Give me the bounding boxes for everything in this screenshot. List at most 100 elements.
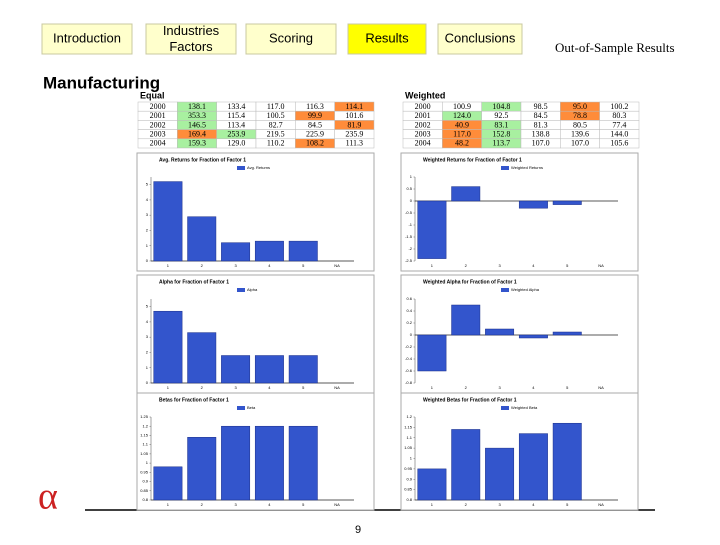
- chart-title: Betas for Fraction of Factor 1: [159, 397, 229, 403]
- table-value: 144.0: [610, 130, 628, 139]
- legend-swatch: [501, 288, 509, 292]
- table-value: 2001: [415, 111, 431, 120]
- bar: [518, 433, 548, 501]
- table-title: Equal: [140, 90, 165, 100]
- y-tick-label: 0: [146, 258, 149, 263]
- bar: [552, 200, 582, 205]
- nav-button[interactable]: Scoring: [245, 23, 337, 55]
- y-tick-label: 2: [146, 228, 149, 233]
- x-tick-label: NA: [334, 502, 340, 507]
- x-tick-label: 2: [201, 263, 204, 268]
- section-title: Out-of-Sample Results: [555, 40, 675, 55]
- y-tick-label: -2: [408, 246, 412, 251]
- y-tick-label: 0.8: [142, 497, 148, 502]
- table-value: 99.9: [308, 111, 322, 120]
- nav-label: Industries Factors: [163, 23, 220, 54]
- nav-button[interactable]: Results: [347, 23, 427, 55]
- bar: [485, 447, 515, 501]
- bar: [153, 466, 183, 501]
- bar: [221, 242, 251, 262]
- nav-button-bg: [145, 23, 237, 55]
- table-value: 2000: [150, 102, 166, 111]
- bar: [254, 425, 284, 501]
- table-value: 2000: [415, 102, 431, 111]
- y-tick-label: -0.6: [405, 368, 413, 373]
- table-value: 353.3: [188, 111, 206, 120]
- x-tick-label: 4: [532, 263, 535, 268]
- table-value: 81.3: [534, 120, 548, 129]
- bar: [187, 216, 217, 262]
- x-tick-label: 3: [234, 385, 237, 390]
- table-value: 92.5: [494, 111, 508, 120]
- bar: [254, 240, 284, 262]
- nav-button[interactable]: Conclusions: [437, 23, 523, 55]
- alpha-logo: α: [38, 476, 58, 518]
- chart-frame: [400, 274, 639, 394]
- x-tick-label: 1: [431, 502, 434, 507]
- nav-button[interactable]: Industries Factors: [145, 23, 237, 55]
- table-value: 152.8: [492, 130, 510, 139]
- bar: [451, 429, 481, 501]
- table-value: 48.2: [455, 139, 469, 148]
- chart-title: Weighted Returns for Fraction of Factor …: [423, 157, 522, 163]
- table-value: 117.0: [267, 102, 285, 111]
- table-value: 2004: [415, 139, 431, 148]
- table-value: 100.9: [453, 102, 471, 111]
- table-cell: [599, 138, 640, 149]
- page-number: 9: [355, 524, 361, 536]
- y-tick-label: 1.1: [406, 435, 412, 440]
- bar: [552, 422, 582, 501]
- y-tick-label: 1: [146, 365, 149, 370]
- bar: [221, 425, 251, 501]
- nav-button-bg: [245, 23, 337, 55]
- x-tick-label: 2: [465, 385, 468, 390]
- table-value: 2002: [150, 120, 166, 129]
- x-tick-label: 4: [532, 502, 535, 507]
- table-value: 116.3: [306, 102, 324, 111]
- table-value: 77.4: [612, 120, 626, 129]
- table-value: 81.9: [347, 120, 361, 129]
- y-tick-label: 1.15: [404, 424, 413, 429]
- bar: [153, 181, 183, 262]
- table-value: 111.3: [346, 139, 363, 148]
- nav-button-bg: [41, 23, 133, 55]
- y-tick-label: 1.05: [404, 445, 413, 450]
- y-tick-label: 0.8: [406, 497, 412, 502]
- y-tick-label: -1: [408, 222, 412, 227]
- y-tick-label: 0.95: [404, 466, 413, 471]
- table-value: 114.1: [345, 102, 363, 111]
- x-tick-label: 4: [268, 385, 271, 390]
- bar: [288, 425, 318, 501]
- table-value: 113.4: [227, 120, 245, 129]
- x-tick-label: 3: [498, 385, 501, 390]
- legend-label: Beta: [247, 405, 256, 410]
- table-value: 100.5: [267, 111, 285, 120]
- heading: Manufacturing: [43, 73, 160, 92]
- table-value: 133.4: [227, 102, 245, 111]
- bar: [254, 355, 284, 384]
- x-tick-label: 3: [498, 263, 501, 268]
- x-tick-label: NA: [598, 263, 604, 268]
- x-tick-label: 1: [167, 385, 170, 390]
- bar: [221, 355, 251, 384]
- x-tick-label: 5: [302, 385, 305, 390]
- chart-title: Avg. Returns for Fraction of Factor 1: [159, 157, 246, 163]
- x-tick-label: 1: [431, 385, 434, 390]
- bar: [451, 304, 481, 336]
- table-value: 104.8: [492, 102, 510, 111]
- table-value: 2003: [415, 130, 431, 139]
- bar: [518, 334, 548, 339]
- y-tick-label: 0.9: [406, 476, 412, 481]
- y-tick-label: 1.2: [406, 414, 412, 419]
- x-tick-label: 1: [167, 502, 170, 507]
- nav-button[interactable]: Introduction: [41, 23, 133, 55]
- chart-title: Weighted Betas for Fraction of Factor 1: [423, 397, 517, 403]
- table-value: 129.0: [227, 139, 245, 148]
- bar: [417, 334, 447, 372]
- y-tick-label: 5: [146, 304, 149, 309]
- y-tick-label: 0: [410, 198, 413, 203]
- y-tick-label: 0.9: [142, 479, 148, 484]
- legend-swatch: [237, 406, 245, 410]
- table-value: 83.1: [494, 120, 508, 129]
